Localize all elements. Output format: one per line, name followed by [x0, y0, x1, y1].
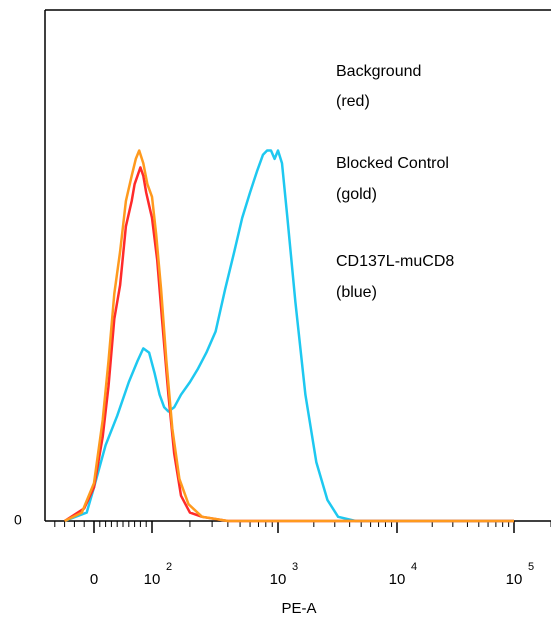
legend-entry-background-name: Background [336, 63, 421, 80]
series-line-cd137l-mucd8 [64, 149, 514, 523]
legend-entry-cd137l-note: (blue) [336, 284, 377, 301]
x-tick-label-1e3-base: 10 [270, 571, 287, 588]
series-layer [63, 149, 514, 523]
x-tick-label-1e5: 10 5 [506, 561, 534, 588]
legend-entry-cd137l-name: CD137L-muCD8 [336, 253, 454, 270]
x-axis-label: PE-A [281, 600, 316, 617]
series-line-background [63, 166, 514, 523]
legend-entry-blocked-note: (gold) [336, 186, 377, 203]
x-tick-label-1e2-exp: 2 [166, 561, 172, 573]
x-tick-label-1e4-exp: 4 [411, 561, 417, 573]
x-tick-label-0: 0 [90, 571, 98, 588]
legend-entry-blocked-name: Blocked Control [336, 155, 449, 172]
x-tick-label-1e2: 10 2 [144, 561, 172, 588]
y-tick-label-0: 0 [14, 512, 22, 528]
legend-entry-background-note: (red) [336, 93, 370, 110]
x-tick-label-1e4: 10 4 [389, 561, 417, 588]
x-tick-label-1e4-base: 10 [389, 571, 406, 588]
x-axis-major-ticks [93, 521, 515, 533]
x-axis-minor-ticks [54, 521, 551, 527]
x-tick-label-1e3: 10 3 [270, 561, 298, 588]
x-tick-label-1e3-exp: 3 [292, 561, 298, 573]
x-tick-label-1e5-base: 10 [506, 571, 523, 588]
series-line-blocked-control [64, 149, 514, 523]
legend: Background (red) Blocked Control (gold) … [336, 63, 454, 301]
x-tick-label-1e5-exp: 5 [528, 561, 534, 573]
x-tick-label-1e2-base: 10 [144, 571, 161, 588]
